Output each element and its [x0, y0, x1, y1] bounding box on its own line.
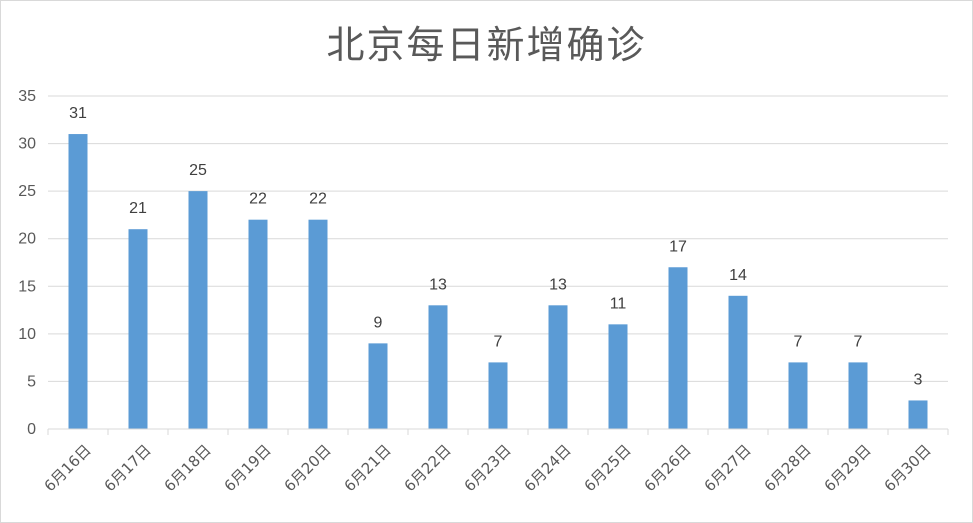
x-axis: 6月16日 6月17日 6月18日 6月19日 6月20日 6月21日 6月22日 6月23日…	[41, 428, 949, 495]
bar	[668, 267, 688, 429]
data-label: 7	[854, 333, 863, 350]
bar	[908, 400, 928, 429]
data-label: 3	[914, 371, 923, 388]
data-labels: 31 21 25 22 22 9 13 7 13 11 17 14 7 7 3	[69, 105, 922, 388]
x-tick-label: 6月25日	[581, 441, 635, 495]
y-tick-label: 20	[18, 231, 36, 248]
x-tick-label: 6月18日	[161, 441, 215, 495]
data-label: 17	[669, 238, 687, 255]
y-tick-label: 10	[18, 326, 36, 343]
bar	[248, 219, 268, 429]
x-tick-label: 6月22日	[401, 441, 455, 495]
x-tick-label: 6月30日	[881, 441, 935, 495]
data-label: 11	[610, 295, 627, 312]
y-tick-label: 5	[27, 373, 36, 390]
x-tick-label: 6月17日	[101, 441, 155, 495]
bar	[428, 305, 448, 429]
x-tick-label: 6月20日	[281, 441, 335, 495]
data-label: 22	[249, 191, 267, 208]
data-label: 22	[309, 191, 327, 208]
bar	[68, 134, 88, 430]
bar	[848, 362, 868, 429]
data-label: 21	[129, 200, 147, 217]
y-tick-label: 35	[18, 88, 36, 105]
x-tick-label: 6月26日	[641, 441, 695, 495]
x-tick-label: 6月16日	[41, 441, 95, 495]
bar	[488, 362, 508, 429]
bar	[788, 362, 808, 429]
data-label: 25	[189, 162, 207, 179]
x-tick-label: 6月29日	[821, 441, 875, 495]
bar	[608, 324, 628, 429]
data-label: 7	[794, 333, 803, 350]
data-label: 31	[69, 105, 87, 122]
bar	[188, 191, 208, 429]
x-tick-label: 6月27日	[701, 441, 755, 495]
x-tick-label: 6月24日	[521, 441, 575, 495]
bar	[548, 305, 568, 429]
chart-title: 北京每日新增确诊	[326, 23, 647, 67]
x-tick-label: 6月23日	[461, 441, 515, 495]
x-tick-label: 6月28日	[761, 441, 815, 495]
y-tick-label: 0	[27, 421, 36, 438]
data-label: 7	[494, 333, 503, 350]
data-label: 9	[374, 314, 383, 331]
x-tick-label: 6月21日	[341, 441, 395, 495]
bar	[308, 219, 328, 429]
y-tick-label: 15	[18, 278, 36, 295]
data-label: 13	[429, 276, 447, 293]
bar	[368, 343, 388, 429]
y-axis-ticks: 0 5 10 15 20 25 30 35	[18, 88, 36, 438]
bar	[728, 295, 748, 429]
data-label: 13	[549, 276, 567, 293]
y-tick-label: 30	[18, 136, 36, 153]
y-tick-label: 25	[18, 183, 36, 200]
bar	[128, 229, 148, 429]
data-label: 14	[729, 267, 747, 284]
bars	[68, 134, 928, 430]
x-tick-label: 6月19日	[221, 441, 275, 495]
